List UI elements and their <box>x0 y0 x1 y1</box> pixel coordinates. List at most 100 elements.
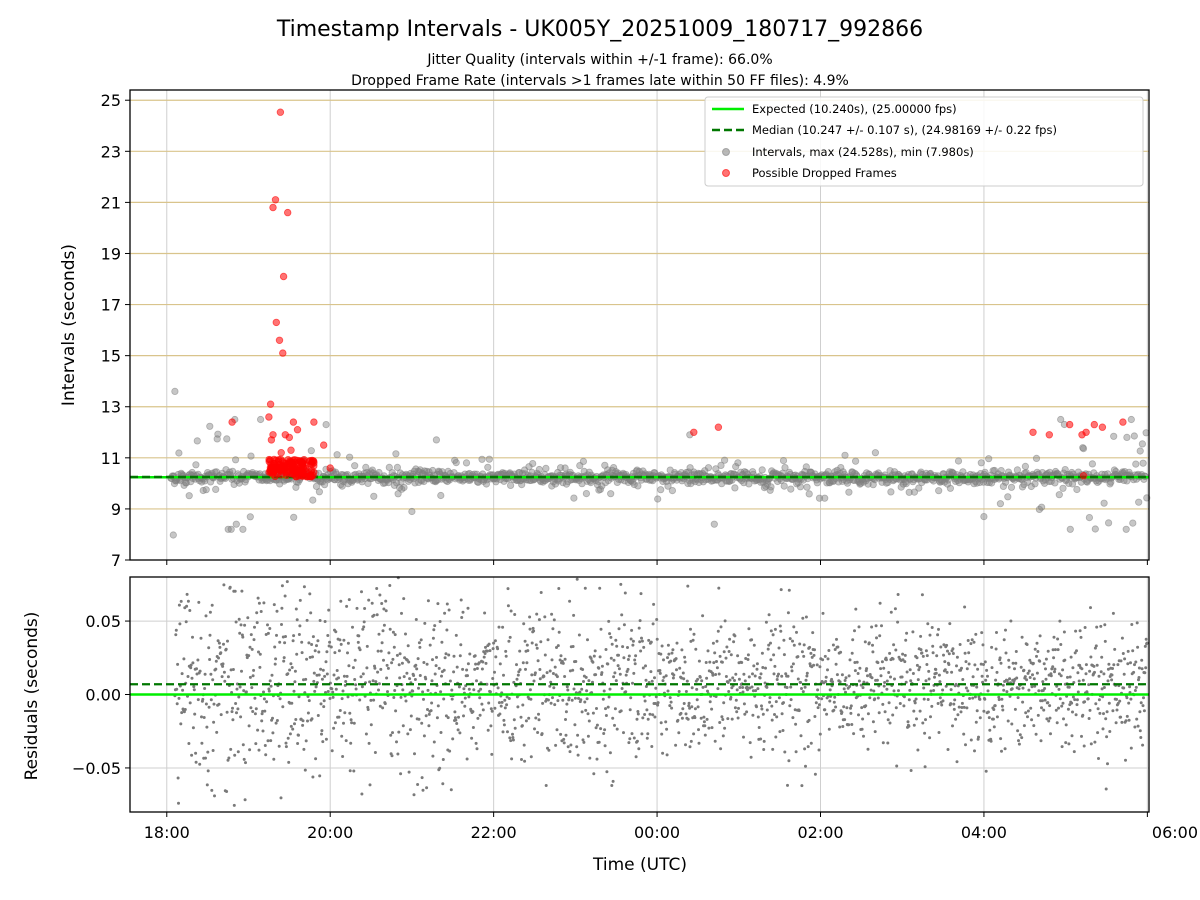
residual-point-987 <box>622 623 626 627</box>
residual-point-1569 <box>884 658 888 662</box>
residual-point-811 <box>543 615 547 619</box>
residual-point-29 <box>186 675 190 678</box>
residual-point-1699 <box>943 668 947 672</box>
residual-point-657 <box>474 662 478 666</box>
residual-point-1803 <box>990 666 994 670</box>
residual-point-1621 <box>908 668 912 672</box>
residual-point-216 <box>272 757 276 761</box>
residual-point-677 <box>483 611 487 615</box>
residual-point-316 <box>317 650 321 654</box>
residual-point-578 <box>438 766 442 770</box>
residual-point-447 <box>377 682 381 686</box>
residual-point-904 <box>585 697 589 701</box>
residual-point-897 <box>582 740 586 744</box>
residual-point-1380 <box>800 687 803 690</box>
residual-point-1658 <box>925 663 929 666</box>
residual-point-1007 <box>631 639 635 643</box>
residual-point-557 <box>428 643 432 647</box>
residual-point-1836 <box>1005 690 1009 694</box>
residual-point-58 <box>200 741 204 745</box>
residual-point-66 <box>204 756 207 760</box>
residual-point-611 <box>453 710 457 714</box>
residual-point-489 <box>397 663 401 667</box>
residual-point-1980 <box>1070 701 1074 705</box>
residual-point-266 <box>294 607 298 611</box>
residual-point-2148 <box>1145 641 1149 645</box>
residual-point-1066 <box>658 669 662 672</box>
residual-point-599 <box>447 608 451 612</box>
residual-point-1385 <box>802 654 806 658</box>
residual-point-151 <box>242 689 246 693</box>
residual-point-1829 <box>1002 688 1006 692</box>
residual-point-1702 <box>945 643 949 647</box>
residual-point-1659 <box>925 654 929 658</box>
residual-point-1695 <box>942 653 945 657</box>
residual-point-1611 <box>904 638 908 642</box>
residual-point-724 <box>504 649 508 653</box>
residual-point-1741 <box>962 705 966 709</box>
residual-point-1698 <box>943 660 947 664</box>
residual-point-1182 <box>710 726 714 730</box>
residual-point-280 <box>301 723 305 727</box>
residual-point-2139 <box>1141 704 1145 708</box>
residual-point-455 <box>381 629 385 633</box>
residual-point-946 <box>604 648 608 651</box>
residual-point-1389 <box>804 764 807 768</box>
residual-point-1006 <box>631 643 635 647</box>
residual-point-973 <box>616 664 620 668</box>
residual-point-1213 <box>724 656 728 660</box>
dropped-point-6 <box>275 336 284 344</box>
residual-point-1254 <box>742 702 746 706</box>
residual-point-1536 <box>870 625 874 629</box>
residual-point-1941 <box>1052 635 1056 639</box>
residual-point-739 <box>511 732 514 736</box>
residual-point-1847 <box>1010 722 1014 726</box>
residual-point-954 <box>608 632 612 636</box>
residual-point-1498 <box>853 629 856 633</box>
residual-point-196 <box>262 697 266 701</box>
residual-point-865 <box>567 696 571 700</box>
residual-point-744 <box>513 613 517 616</box>
residual-point-1685 <box>937 731 941 734</box>
residual-point-943 <box>603 728 607 732</box>
residual-point-950 <box>606 662 610 666</box>
residual-point-803 <box>539 591 543 594</box>
residual-point-539 <box>420 776 424 780</box>
residual-point-600 <box>448 749 452 753</box>
residual-point-1666 <box>929 715 932 719</box>
residual-points <box>173 576 1149 807</box>
residual-point-683 <box>485 649 489 653</box>
residual-point-834 <box>553 665 557 669</box>
residual-point-279 <box>300 651 304 655</box>
residual-point-368 <box>340 697 344 701</box>
residual-point-1265 <box>747 675 751 679</box>
residual-point-284 <box>302 585 306 589</box>
residual-point-1974 <box>1067 742 1071 746</box>
residual-point-2017 <box>1086 697 1090 701</box>
residual-point-133 <box>234 702 238 705</box>
residual-point-1119 <box>682 677 686 681</box>
residual-point-2100 <box>1124 758 1127 762</box>
residual-point-2135 <box>1139 701 1143 705</box>
residual-point-2 <box>174 633 178 637</box>
residual-point-1383 <box>801 616 805 620</box>
interval-point-1170 <box>1027 482 1035 491</box>
residual-point-8 <box>177 801 180 805</box>
residual-point-1711 <box>949 702 953 706</box>
residual-point-1544 <box>873 730 877 734</box>
residual-point-481 <box>393 633 397 637</box>
residual-point-1207 <box>721 734 725 738</box>
residual-point-1039 <box>646 732 650 736</box>
residual-point-820 <box>547 748 551 752</box>
residual-point-1351 <box>786 674 790 678</box>
residual-point-1810 <box>993 704 997 708</box>
residual-point-229 <box>278 640 282 644</box>
residual-point-586 <box>441 758 445 761</box>
interval-point-1299 <box>1122 525 1130 533</box>
residual-point-653 <box>472 688 476 692</box>
residual-point-1355 <box>788 704 792 708</box>
residual-point-173 <box>252 638 256 642</box>
residual-point-660 <box>475 747 479 751</box>
residual-point-98 <box>218 645 222 649</box>
residual-point-486 <box>396 752 400 756</box>
